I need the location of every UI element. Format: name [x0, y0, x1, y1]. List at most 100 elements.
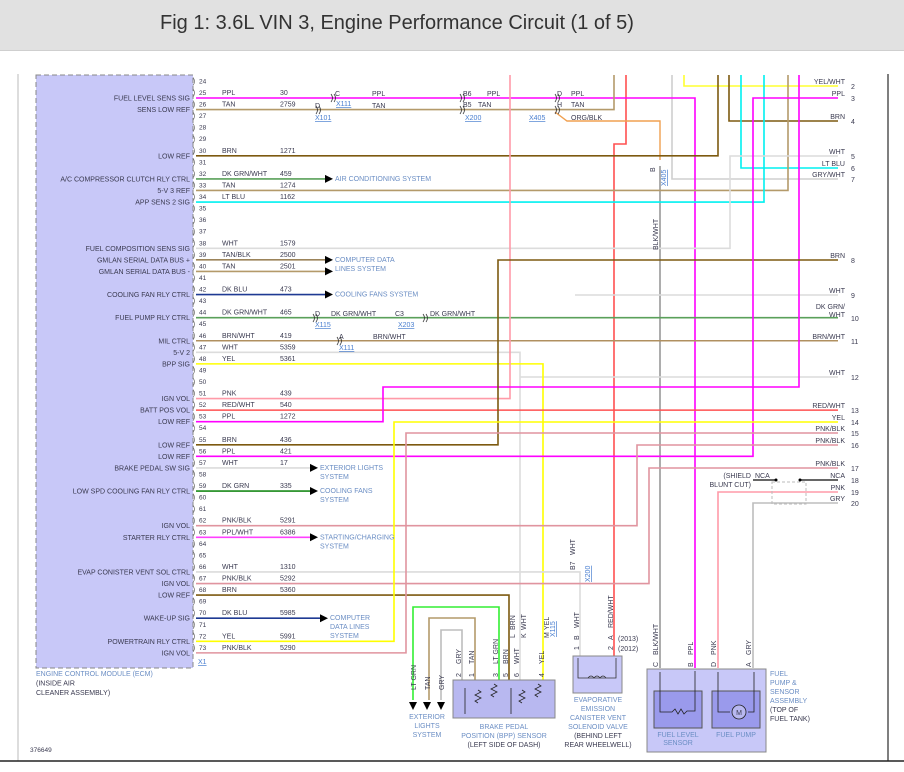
- right-connector-pin-number: 8: [851, 258, 855, 265]
- wire-ecm-pin-67: [196, 467, 838, 585]
- ecm-pin-number: 46: [199, 333, 207, 340]
- wire-color-label: TAN: [222, 263, 235, 270]
- pin-terminal-icon: [192, 146, 195, 156]
- inline-connector-icon: [312, 313, 318, 323]
- pin-terminal-icon: [192, 574, 195, 583]
- ecm-pin-function: POWERTRAIN RLY CTRL: [108, 639, 191, 646]
- ecm-pin-number: 30: [199, 148, 207, 155]
- ecm-pin-number: 40: [199, 263, 207, 270]
- pin-terminal-icon: [192, 192, 195, 202]
- inline-connector-label: X405: [529, 115, 545, 122]
- inline-connector-label: B7: [570, 561, 577, 570]
- wire-color-label: TAN: [222, 182, 235, 189]
- inline-connector-label: X111: [339, 345, 354, 352]
- inline-connector-label: X200: [465, 115, 481, 122]
- inline-connector-label: A: [339, 334, 344, 341]
- pin-terminal-icon: [192, 412, 195, 421]
- pin-terminal-icon: [192, 88, 195, 98]
- ecm-name: CLEANER ASSEMBLY): [36, 690, 110, 697]
- destination-system-label: SYSTEM: [320, 543, 349, 550]
- fuel-pump-pin-number: B: [688, 662, 695, 667]
- destination-system-label: EXTERIOR LIGHTS: [320, 465, 383, 472]
- x115-connector-label: X115: [550, 621, 557, 637]
- wire-ecm-pin-38: [196, 155, 838, 250]
- ecm-pin-function: BRAKE PEDAL SW SIG: [114, 465, 190, 472]
- ecm-pin-number: 66: [199, 564, 207, 571]
- ecm-pin-function: COOLING FAN RLY CTRL: [107, 292, 190, 299]
- ecm-pin-number: 25: [199, 90, 207, 97]
- pin-terminal-icon: [192, 77, 195, 86]
- ecm-pin-number: 37: [199, 229, 207, 236]
- ecm-pin-number: 34: [199, 194, 207, 201]
- x115-wire-color: BRN: [510, 615, 517, 630]
- pin-terminal-icon: [192, 100, 195, 109]
- inline-connector-label: WHT: [570, 538, 577, 555]
- arrow-icon: [310, 463, 318, 472]
- inline-connector-label: B: [650, 167, 657, 172]
- wire-color-label: PPL/WHT: [222, 529, 254, 536]
- fuel-pump-assembly-label: ASSEMBLY: [770, 698, 808, 705]
- evap-cavity: B: [574, 635, 581, 640]
- wire-color-label: WHT: [222, 460, 239, 467]
- destination-system-label: STARTING/CHARGING: [320, 534, 394, 541]
- pin-terminal-icon: [192, 169, 195, 179]
- ecm-pin-number: 27: [199, 113, 207, 120]
- destination-system-label: AIR CONDITIONING SYSTEM: [335, 176, 431, 183]
- ecm-module-box: [35, 74, 194, 669]
- fuel-pump-wire-color: PPL: [688, 642, 695, 655]
- right-wire-color-label: YEL: [832, 415, 845, 422]
- right-connector-pin-number: 4: [851, 119, 855, 126]
- evap-year-label: (2012): [618, 646, 638, 653]
- inline-connector-label: D: [557, 91, 562, 98]
- wire-gry-wht-7: [671, 75, 838, 180]
- wire-color-label: WHT: [222, 564, 239, 571]
- right-connector-pin-number: 10: [851, 316, 859, 323]
- wire-color-label: DK GRN/WHT: [222, 171, 268, 178]
- circuit-number: 419: [280, 333, 292, 340]
- circuit-number: 465: [280, 310, 292, 317]
- wire-color-label: PPL: [222, 90, 235, 97]
- figure-title: Fig 1: 3.6L VIN 3, Engine Performance Ci…: [160, 12, 634, 34]
- wire-ecm-pin-68: [196, 594, 510, 682]
- wire-ecm-pin-51: [196, 75, 511, 400]
- wire-color-label: BRN: [222, 437, 237, 444]
- wire-color-label: PPL: [222, 448, 235, 455]
- ecm-pin-number: 29: [199, 136, 207, 143]
- ecm-pin-number: 38: [199, 240, 207, 247]
- pin-terminal-icon: [192, 308, 195, 317]
- right-wire-color-label: DK GRN/: [816, 304, 845, 311]
- ecm-pin-number: 64: [199, 541, 207, 548]
- ecm-pin-number: 62: [199, 518, 207, 525]
- circuit-number: 1271: [280, 148, 296, 155]
- title-bar: Fig 1: 3.6L VIN 3, Engine Performance Ci…: [0, 0, 904, 51]
- variable-resistor-icon: [659, 671, 696, 715]
- wire-red-wht-evap: [613, 75, 627, 658]
- circuit-number: 540: [280, 402, 292, 409]
- exterior-wire-label: TAN: [425, 677, 432, 690]
- right-wire-color-label: BRN/WHT: [812, 334, 845, 341]
- bpp-sensor-box: [452, 679, 556, 719]
- ecm-pin-number: 42: [199, 287, 207, 294]
- wire-color-label: LT BLU: [222, 194, 245, 201]
- ecm-pin-number: 41: [199, 275, 207, 282]
- inline-connector-label: PPL: [487, 91, 500, 98]
- ecm-pin-number: 28: [199, 125, 207, 132]
- ecm-pin-number: 63: [199, 529, 207, 536]
- wire-color-label: PNK/BLK: [222, 576, 252, 583]
- fuel-pump-wire-color: BLK/WHT: [653, 623, 660, 655]
- evap-valve-box: [572, 655, 623, 694]
- wire-color-label: TAN/BLK: [222, 252, 251, 259]
- wire-pnk-19: [717, 491, 838, 668]
- inline-connector-icon: [330, 93, 336, 103]
- wire-color-label: YEL: [222, 633, 235, 640]
- circuit-number: 436: [280, 437, 292, 444]
- ecm-pin-number: 24: [199, 78, 207, 85]
- bpp-wire-color: BRN: [503, 649, 510, 664]
- inline-connector-icon: [459, 93, 465, 103]
- ecm-pin-function: BATT POS VOL: [140, 408, 190, 415]
- ecm-pin-function: BPP SIG: [162, 361, 190, 368]
- destination-system-label: LINES SYSTEM: [335, 266, 386, 273]
- pin-terminal-icon: [192, 528, 195, 537]
- arrow-down-icon: [437, 702, 445, 710]
- pin-terminal-icon: [192, 135, 195, 144]
